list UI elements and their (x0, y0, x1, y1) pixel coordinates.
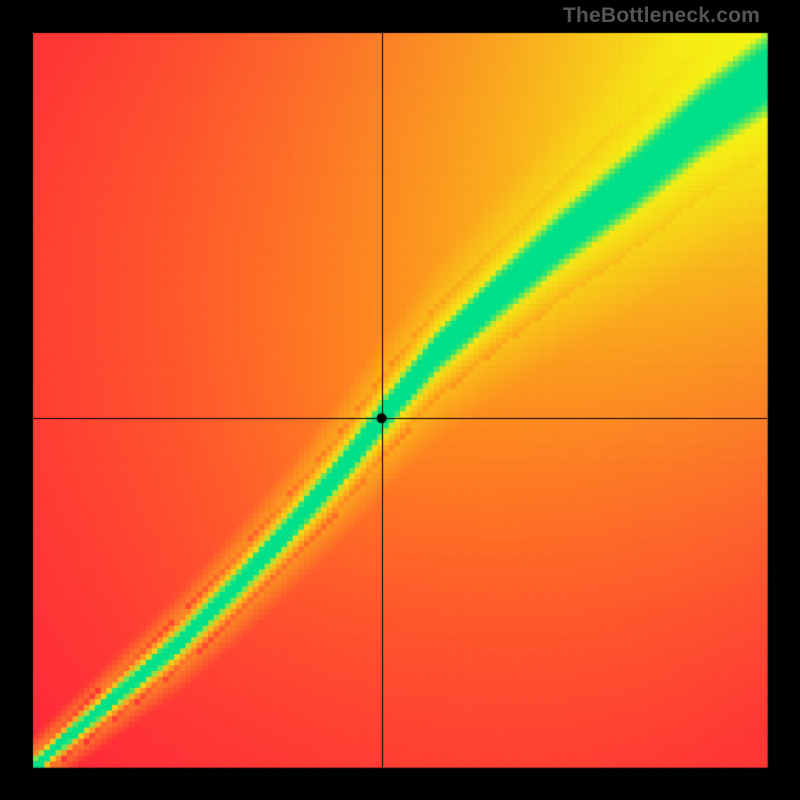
attribution-label: TheBottleneck.com (563, 4, 760, 28)
chart-frame: TheBottleneck.com (0, 0, 800, 800)
bottleneck-heatmap (0, 0, 800, 800)
